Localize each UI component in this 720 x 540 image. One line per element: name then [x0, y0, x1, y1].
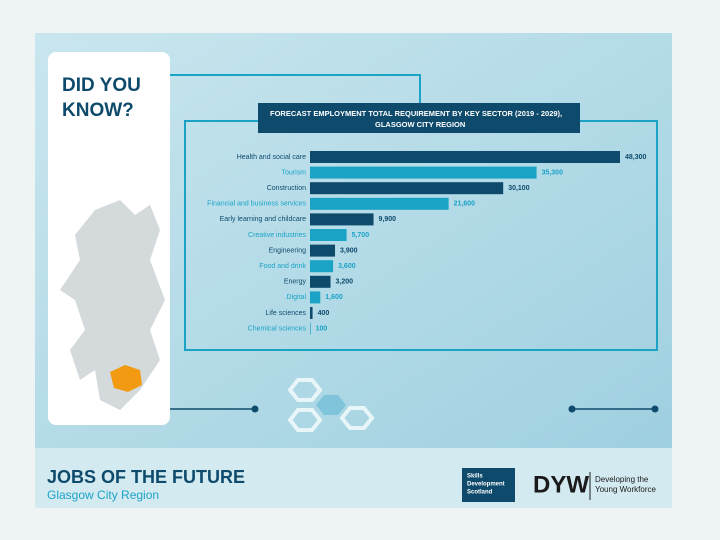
- hexagon-filled: [316, 395, 346, 415]
- value-label: 1,600: [325, 294, 343, 301]
- value-label: 3,600: [338, 263, 356, 270]
- bar: [310, 166, 537, 179]
- category-label: Construction: [267, 185, 306, 192]
- category-label: Health and social care: [237, 154, 306, 161]
- footer-title: JOBS OF THE FUTURE: [47, 467, 245, 487]
- dyw-text: Young Workforce: [595, 485, 656, 494]
- value-label: 30,100: [508, 185, 530, 192]
- value-label: 48,300: [625, 154, 647, 161]
- dot: [651, 405, 659, 413]
- map-region: [110, 365, 142, 392]
- bar: [310, 322, 311, 335]
- value-label: 100: [316, 325, 328, 332]
- connector: [170, 74, 421, 105]
- category-label: Energy: [284, 279, 307, 286]
- sds-text: Development: [467, 482, 505, 488]
- category-label: Engineering: [269, 247, 306, 254]
- sds-logo: [462, 468, 515, 502]
- bar: [310, 291, 321, 304]
- chart-title: FORECAST EMPLOYMENT TOTAL REQUIREMENT BY…: [270, 109, 562, 118]
- value-label: 9,900: [379, 216, 397, 223]
- dot: [568, 405, 576, 413]
- category-label: Chemical sciences: [248, 325, 307, 332]
- bar: [310, 213, 374, 226]
- category-label: Life sciences: [266, 310, 307, 317]
- category-label: Digital: [287, 294, 307, 301]
- value-label: 5,700: [352, 232, 370, 239]
- value-label: 35,300: [542, 169, 564, 176]
- dyw-logo: DYW: [533, 471, 589, 498]
- chart-title-box: [258, 103, 580, 133]
- value-label: 400: [318, 310, 330, 317]
- category-label: Early learning and childcare: [220, 216, 306, 223]
- bar: [310, 182, 504, 195]
- hexagons: [287, 378, 375, 432]
- dot: [251, 405, 259, 413]
- value-label: 3,200: [336, 279, 354, 286]
- bar: [310, 197, 449, 210]
- value-label: 21,600: [454, 201, 476, 208]
- bar: [310, 307, 313, 319]
- value-label: 3,900: [340, 247, 358, 254]
- dyw-text: Developing the: [595, 475, 649, 484]
- category-label: Financial and business services: [207, 201, 306, 208]
- category-label: Food and drink: [259, 263, 306, 270]
- card-title-1: DID YOU KNOW?: [62, 75, 141, 121]
- map: [60, 200, 165, 410]
- footer-subtitle: Glasgow City Region: [47, 488, 159, 502]
- bar: [310, 229, 347, 241]
- chart-subtitle: GLASGOW CITY REGION: [375, 120, 465, 129]
- bar: [310, 275, 331, 288]
- bar: [310, 244, 336, 257]
- sds-text: Skills: [467, 474, 483, 480]
- sds-text: Scotland: [467, 490, 493, 496]
- bar: [310, 260, 334, 273]
- bar: [310, 151, 620, 163]
- footer-band: [35, 448, 672, 508]
- category-label: Creative industries: [248, 232, 306, 239]
- category-label: Tourism: [281, 169, 306, 176]
